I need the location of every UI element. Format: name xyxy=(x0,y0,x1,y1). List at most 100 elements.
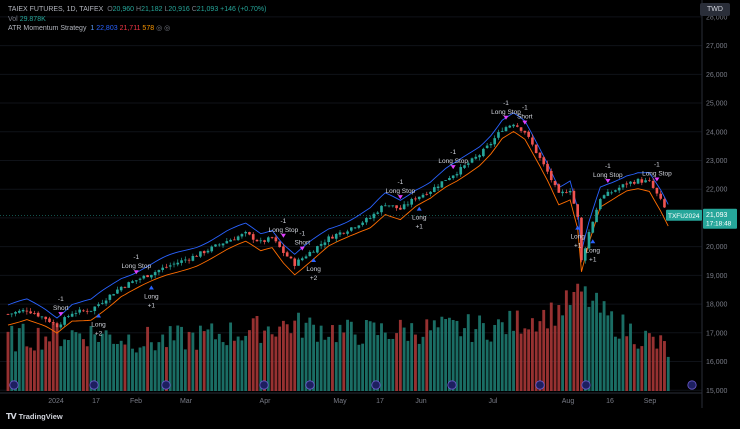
volume-bar xyxy=(304,322,308,391)
candle-body xyxy=(602,195,606,199)
volume-bar xyxy=(598,312,602,391)
volume-bar xyxy=(640,346,644,391)
candle-body xyxy=(165,266,168,268)
candle-body xyxy=(482,148,485,157)
candle-body xyxy=(534,144,538,154)
candle-body xyxy=(82,310,85,312)
volume-bar xyxy=(59,346,63,391)
volume-bar xyxy=(485,339,489,391)
candle-body xyxy=(489,143,493,146)
indicator-param: 1 xyxy=(90,25,95,32)
event-icon xyxy=(581,380,591,390)
volume-bar xyxy=(481,323,485,391)
volume-bar xyxy=(395,333,399,391)
volume-bar xyxy=(217,333,221,391)
volume-bar xyxy=(51,322,55,391)
indicator-name[interactable]: ATR Momentum Strategy xyxy=(8,25,87,32)
volume-bar xyxy=(266,326,270,391)
signal-label: +2 xyxy=(310,275,318,282)
signal-label: Long xyxy=(586,247,601,254)
candle-body xyxy=(448,178,451,180)
candle-body xyxy=(119,286,123,291)
symbol-tag-label: TXFU2024 xyxy=(668,213,700,220)
volume-bar xyxy=(474,329,478,391)
volume-bar xyxy=(625,336,629,391)
price-tag-value: 21,093 xyxy=(706,212,728,219)
volume-bar xyxy=(214,339,217,391)
volume-bar xyxy=(587,306,591,391)
candle-body xyxy=(229,239,232,242)
volume-bar xyxy=(331,325,334,391)
candle-body xyxy=(202,251,206,254)
volume-bar xyxy=(123,344,127,391)
volume-bar xyxy=(338,324,342,391)
candle-body xyxy=(444,180,447,181)
volume-bar xyxy=(334,342,338,391)
volume-bar xyxy=(406,340,410,391)
volume-bar xyxy=(500,322,504,391)
price-tag-box xyxy=(703,208,737,229)
long-arrow-icon xyxy=(96,313,102,318)
volume-bar xyxy=(561,315,565,391)
candle-body xyxy=(297,259,300,266)
candle-body xyxy=(40,316,44,318)
candle-body xyxy=(625,183,629,185)
indicator-count-value: 578 xyxy=(142,25,155,32)
volume-bar xyxy=(470,341,474,391)
volume-bar xyxy=(70,330,74,391)
signal-label: Short xyxy=(294,240,310,247)
volume-bar xyxy=(478,315,482,391)
candles xyxy=(6,123,670,330)
short-arrow-icon xyxy=(450,165,456,170)
candle-body xyxy=(474,156,478,159)
candle-body xyxy=(240,234,244,237)
candle-body xyxy=(10,313,14,315)
event-icon xyxy=(9,380,19,390)
candle-body xyxy=(278,241,281,248)
volume-bar xyxy=(191,332,195,391)
volume-bar xyxy=(244,335,248,391)
candle-body xyxy=(614,190,617,192)
signal-label: Long xyxy=(570,234,585,241)
candle-body xyxy=(327,236,331,242)
volume-bar xyxy=(489,341,493,391)
signal-label: Long Stop xyxy=(642,171,672,178)
candle-body xyxy=(33,313,36,315)
volume-bar xyxy=(402,327,406,391)
currency-button[interactable]: TWD xyxy=(700,3,730,16)
candle-body xyxy=(123,287,127,288)
volume-bar xyxy=(515,310,519,391)
volume-bar xyxy=(583,286,587,391)
tradingview-logo[interactable]: 𝗧𝗩 TradingView xyxy=(6,412,63,421)
candle-body xyxy=(48,318,51,323)
signal-label: Long xyxy=(91,322,106,329)
volume-bar xyxy=(530,318,534,391)
volume-bar xyxy=(153,350,157,391)
candle-body xyxy=(259,240,263,242)
legend-symbol[interactable]: TAIEX FUTURES, 1D, TAIFEX xyxy=(8,6,104,13)
volume-bar xyxy=(557,305,561,391)
event-icon xyxy=(447,380,457,390)
indicator-settings-icon[interactable]: ◎ ◎ xyxy=(156,25,171,32)
volume-bar xyxy=(308,317,312,391)
y-tick-label: 26,000 xyxy=(706,72,728,79)
candle-body xyxy=(248,232,251,235)
candle-body xyxy=(515,125,519,127)
candle-body xyxy=(395,205,398,209)
signal-label: +1 xyxy=(416,224,424,231)
x-tick-label: May xyxy=(333,398,347,405)
x-tick-label: Jun xyxy=(415,398,426,405)
long-arrow-icon xyxy=(148,285,154,290)
short-arrow-icon xyxy=(503,115,509,120)
volume-bar xyxy=(376,335,380,391)
signal-label: -1 xyxy=(299,231,305,238)
signal-label: -1 xyxy=(58,296,64,303)
candle-body xyxy=(168,265,172,267)
volume-bar xyxy=(466,314,470,391)
volume-bar xyxy=(455,320,459,391)
volume-bar xyxy=(63,339,67,391)
volume-bar xyxy=(576,283,580,391)
